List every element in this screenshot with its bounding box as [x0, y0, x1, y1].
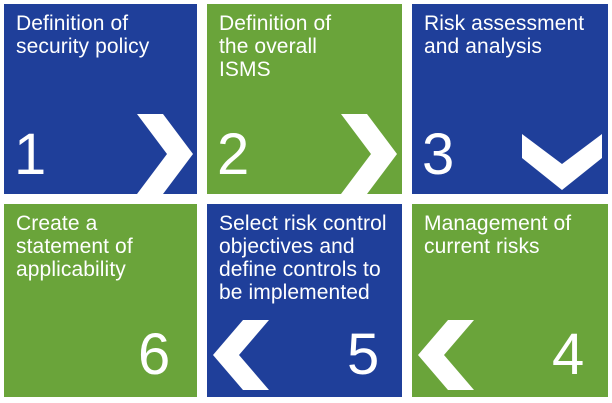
step-5-label: Select risk control objectives and defin… [219, 212, 387, 304]
chevron-down-icon [522, 134, 602, 190]
chevron-right-icon [341, 114, 397, 194]
step-6-number: 6 [138, 322, 171, 387]
chevron-right-icon [137, 114, 193, 194]
step-3-tile: Risk assessment and analysis 3 [412, 4, 608, 194]
step-3-number: 3 [422, 122, 455, 187]
step-2-number: 2 [217, 122, 250, 187]
step-5-tile: Select risk control objectives and defin… [207, 204, 402, 397]
step-6-label: Create a statement of applicability [16, 212, 133, 281]
step-4-tile: Management of current risks 4 [412, 204, 608, 397]
step-6-tile: Create a statement of applicability 6 [4, 204, 197, 397]
step-2-tile: Definition of the overall ISMS 2 [207, 4, 402, 194]
step-4-number: 4 [552, 322, 585, 387]
step-3-label: Risk assessment and analysis [424, 12, 585, 58]
step-1-number: 1 [14, 122, 47, 187]
step-4-label: Management of current risks [424, 212, 572, 258]
chevron-left-icon [418, 320, 474, 390]
step-2-label: Definition of the overall ISMS [219, 12, 332, 81]
chevron-left-icon [213, 320, 269, 390]
step-1-label: Definition of security policy [16, 12, 150, 58]
step-1-tile: Definition of security policy 1 [4, 4, 197, 194]
step-5-number: 5 [347, 322, 380, 387]
